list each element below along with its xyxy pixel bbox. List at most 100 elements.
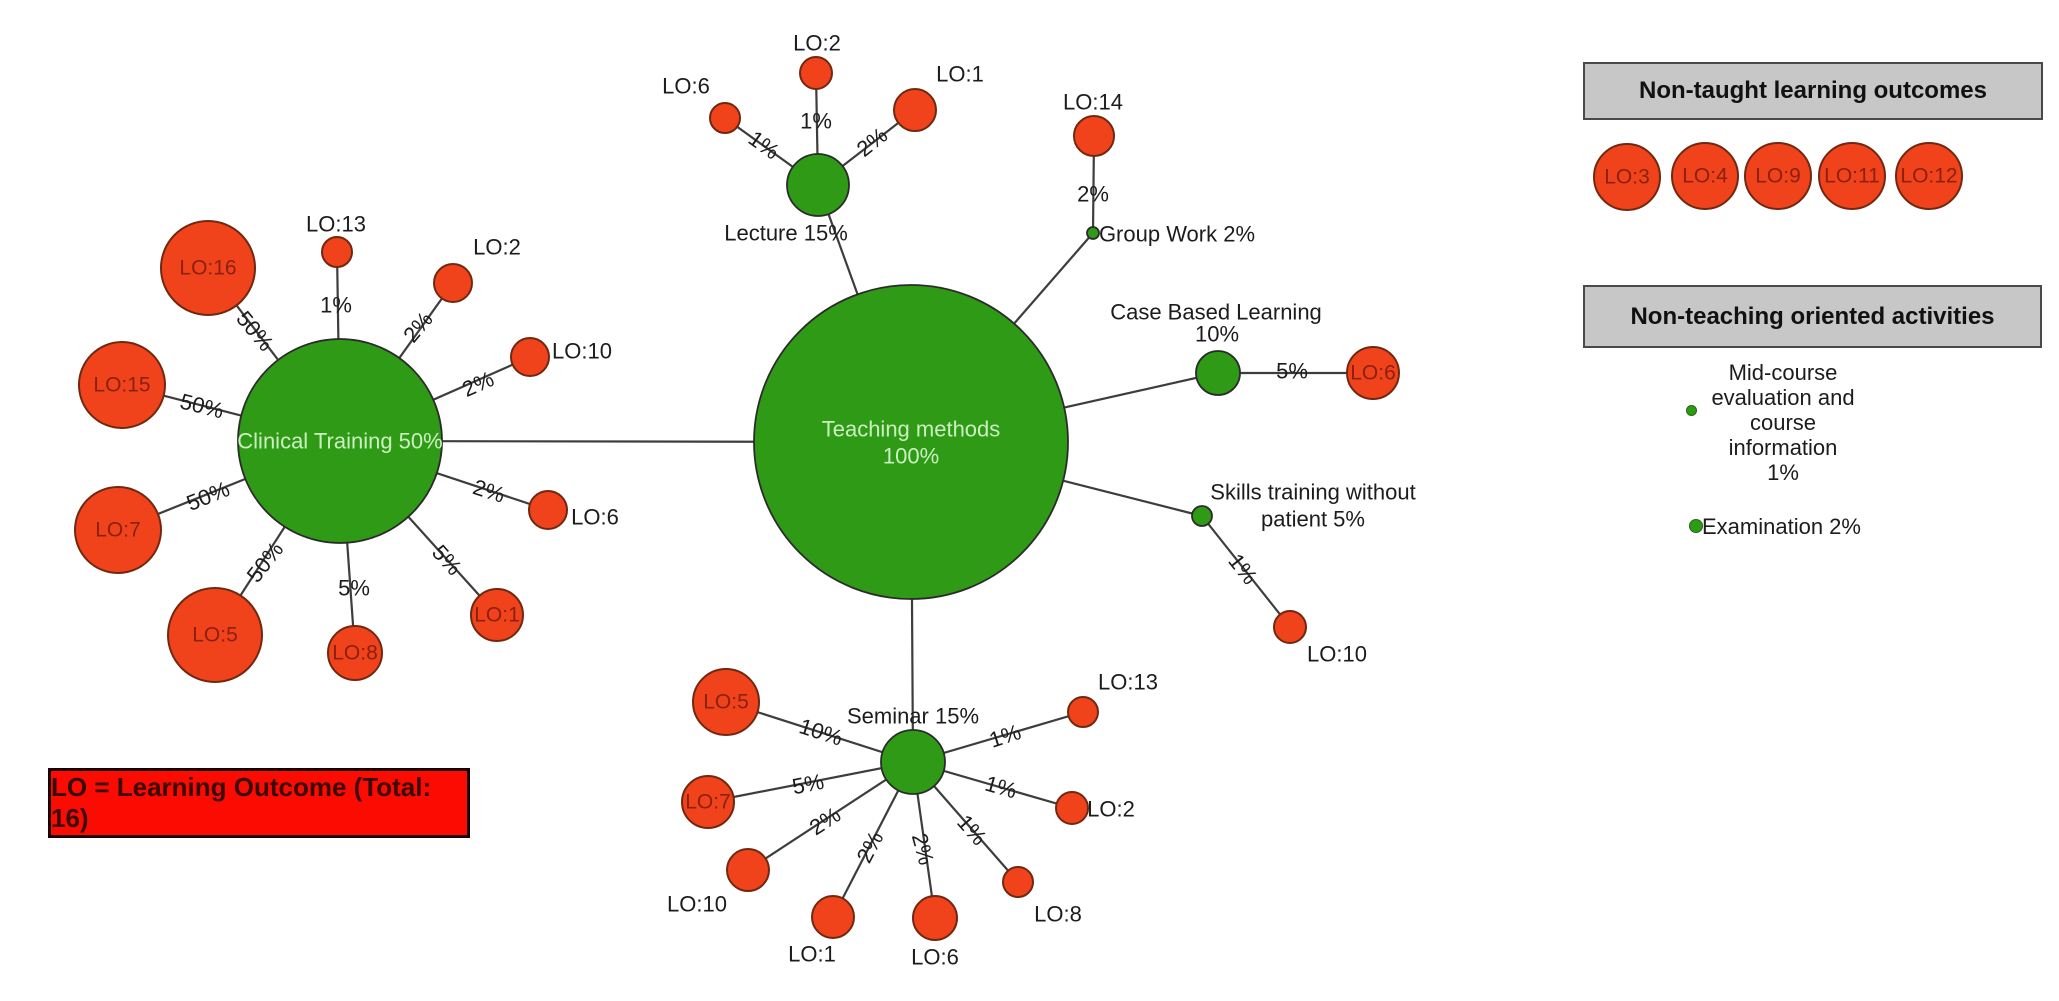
edge-label-seminar-lo6_sem: 2% <box>907 830 939 867</box>
node-label-lo10_sk: LO:10 <box>1307 642 1367 667</box>
node-lo6_cl <box>528 490 568 530</box>
edge-label-clinical-lo16_cl: 50% <box>231 306 278 356</box>
node-label-lo4_nt: LO:4 <box>1682 165 1728 188</box>
node-lo9_nt <box>1744 142 1812 210</box>
node-label-lo1_sem: LO:1 <box>788 942 836 967</box>
edge-label-clinical-lo13_cl: 1% <box>320 293 352 318</box>
node-lo5_sem <box>692 668 760 736</box>
node-label-clinical: Clinical Training 50% <box>237 429 442 454</box>
node-label-lo5_cl: LO:5 <box>192 624 238 647</box>
node-label-lo6_cl: LO:6 <box>571 505 619 530</box>
node-lo1_lec <box>893 88 937 132</box>
non-teaching-activities-title: Non-teaching oriented activities <box>1630 302 1995 330</box>
edge-label-lecture-lo2_lec: 1% <box>800 109 832 134</box>
examination-dot <box>1689 519 1703 533</box>
edge-label-lecture-lo1_lec: 2% <box>852 122 892 161</box>
edge-label-lecture-lo6_lec: 1% <box>744 126 784 165</box>
node-lo1_cl <box>470 588 524 642</box>
node-label-skills-1: patient 5% <box>1261 507 1365 532</box>
node-groupwork <box>1086 226 1100 240</box>
node-label-lo5_sem: LO:5 <box>703 691 749 714</box>
node-label-lo6_sem: LO:6 <box>911 945 959 970</box>
node-label-lo2_cl: LO:2 <box>473 235 521 260</box>
node-lo15_cl <box>78 341 166 429</box>
node-label-lo7_cl: LO:7 <box>95 519 141 542</box>
node-label-lo1_lec: LO:1 <box>936 62 984 87</box>
mid-course-line-4: 1% <box>1767 460 1799 485</box>
node-lo5_cl <box>167 587 263 683</box>
non-teaching-activities-header: Non-teaching oriented activities <box>1583 285 2042 348</box>
node-label-lo16_cl: LO:16 <box>179 257 236 280</box>
mid-course-evaluation-note: Mid-course evaluation and course informa… <box>1693 360 1873 485</box>
node-teaching <box>753 284 1069 600</box>
node-lo2_sem <box>1055 791 1089 825</box>
node-seminar <box>880 729 946 795</box>
node-label-lo14_gw: LO:14 <box>1063 90 1123 115</box>
node-label-seminar: Seminar 15% <box>847 704 979 729</box>
node-label-lo6_lec: LO:6 <box>662 74 710 99</box>
node-lo6_lec <box>709 102 741 134</box>
edge-label-clinical-lo8_cl: 5% <box>338 576 370 601</box>
edge-label-seminar-lo5_sem: 10% <box>796 713 846 750</box>
mid-course-dot <box>1686 405 1697 416</box>
node-label-lo1_cl: LO:1 <box>474 604 520 627</box>
edge-label-seminar-lo7_sem: 5% <box>790 769 826 800</box>
node-label-cbl-1: 10% <box>1195 322 1239 347</box>
non-taught-outcomes-header: Non-taught learning outcomes <box>1583 62 2043 120</box>
node-lo4_nt <box>1671 142 1739 210</box>
node-label-lo10_sem: LO:10 <box>667 892 727 917</box>
node-lo13_sem <box>1067 696 1099 728</box>
edge-label-skills-lo10_sk: 1% <box>1223 549 1262 589</box>
node-label-lo3_nt: LO:3 <box>1604 166 1650 189</box>
node-lo12_nt <box>1895 142 1963 210</box>
node-label-lo13_cl: LO:13 <box>306 212 366 237</box>
node-lo10_cl <box>510 337 550 377</box>
node-label-lo8_sem: LO:8 <box>1034 902 1082 927</box>
node-lecture <box>786 153 850 217</box>
edge-label-cbl-lo6_cbl: 5% <box>1276 359 1308 384</box>
node-label-lo13_sem: LO:13 <box>1098 670 1158 695</box>
node-lo16_cl <box>160 220 256 316</box>
edge-label-clinical-lo15_cl: 50% <box>178 389 227 424</box>
node-lo10_sk <box>1273 610 1307 644</box>
node-label-lo12_nt: LO:12 <box>1900 165 1957 188</box>
node-label-skills-0: Skills training without <box>1210 480 1415 505</box>
node-label-teaching: Teaching methods 100% <box>822 416 1001 468</box>
node-cbl <box>1195 350 1241 396</box>
node-label-lo11_nt: LO:11 <box>1824 165 1880 188</box>
node-lo7_sem <box>681 775 735 829</box>
node-label-lo9_nt: LO:9 <box>1755 165 1801 188</box>
node-lo11_nt <box>1818 142 1886 210</box>
node-label-lo8_cl: LO:8 <box>332 642 378 665</box>
node-lo6_sem <box>912 895 958 941</box>
node-label-lo2_sem: LO:2 <box>1087 797 1135 822</box>
edge-skills-lo10_sk <box>1201 515 1291 628</box>
mid-course-line-2: evaluation and <box>1711 385 1855 410</box>
node-lo6_cbl <box>1346 346 1400 400</box>
node-label-lecture: Lecture 15% <box>724 221 848 246</box>
node-label-cbl-0: Case Based Learning <box>1110 300 1322 325</box>
node-clinical <box>237 338 443 544</box>
node-lo3_nt <box>1593 143 1661 211</box>
legend-label: LO = Learning Outcome (Total: 16) <box>51 772 432 833</box>
node-lo10_sem <box>726 848 770 892</box>
non-taught-outcomes-title: Non-taught learning outcomes <box>1639 77 1987 104</box>
node-lo14_gw <box>1073 115 1115 157</box>
node-label-lo6_cbl: LO:6 <box>1350 362 1396 385</box>
node-lo8_sem <box>1002 866 1034 898</box>
edge-label-seminar-lo2_sem: 1% <box>982 771 1019 804</box>
edge-label-groupwork-lo14_gw: 2% <box>1077 182 1109 207</box>
edge-label-clinical-lo5_cl: 50% <box>242 537 289 587</box>
mid-course-line-3: course information <box>1728 410 1838 460</box>
node-label-groupwork: Group Work 2% <box>1099 222 1255 247</box>
mid-course-line-1: Mid-course <box>1728 360 1838 385</box>
node-lo13_cl <box>321 236 353 268</box>
node-label-lo7_sem: LO:7 <box>685 791 731 814</box>
edge-label-seminar-lo10_sem: 2% <box>805 802 845 840</box>
examination-note: Examination 2% <box>1702 514 1861 539</box>
node-lo2_lec <box>799 56 833 90</box>
node-label-lo2_lec: LO:2 <box>793 31 841 56</box>
node-lo2_cl <box>433 263 473 303</box>
